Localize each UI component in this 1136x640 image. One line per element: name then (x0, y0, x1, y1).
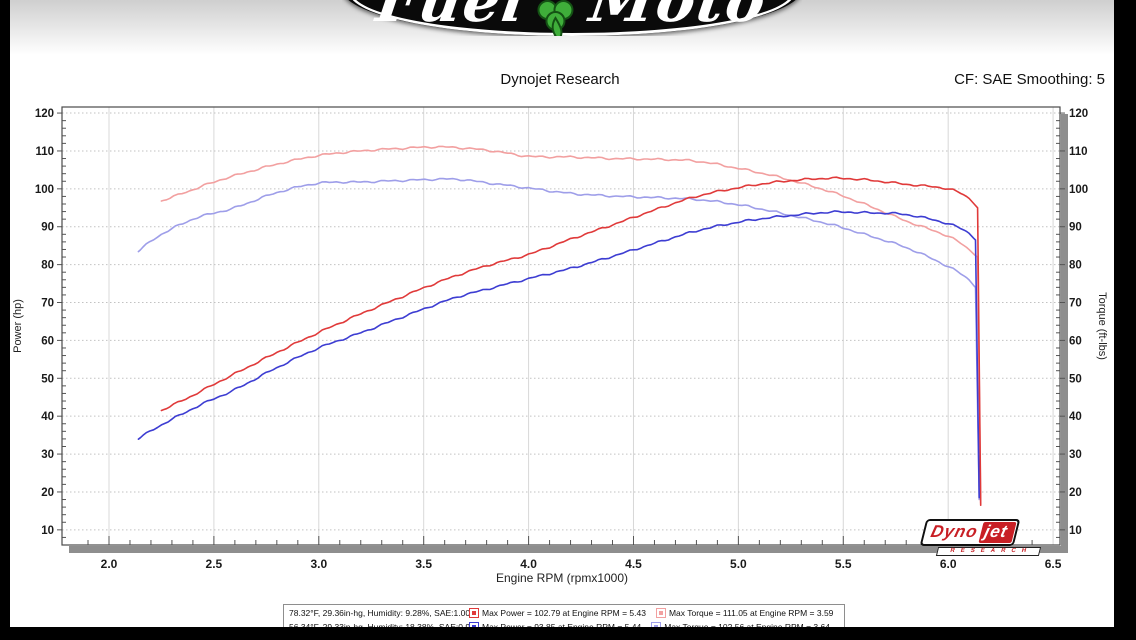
svg-text:60: 60 (1069, 335, 1082, 347)
plot-shadow-bottom (69, 546, 1068, 553)
dynojet-research-strip: RESEARCH (935, 547, 1042, 556)
svg-text:90: 90 (1069, 222, 1082, 234)
svg-text:3.5: 3.5 (415, 557, 432, 571)
run2-max-torque: Max Torque = 102.56 at Engine RPM = 3.64 (664, 622, 830, 627)
run2-conditions: 56.34°F, 29.33in-hg, Humidity: 18.38%, S… (289, 622, 475, 627)
svg-text:2.0: 2.0 (101, 557, 118, 571)
grid (62, 107, 1060, 545)
plot-shadow-right (1061, 114, 1068, 553)
svg-text:70: 70 (41, 298, 54, 310)
svg-text:10: 10 (41, 525, 54, 537)
curve-run1_torque (160, 145, 982, 505)
svg-text:100: 100 (35, 184, 54, 196)
svg-text:6.5: 6.5 (1045, 557, 1062, 571)
dynojet-wordmark: Dyno jet (919, 519, 1021, 546)
chart-title: Dynojet Research (500, 71, 620, 88)
svg-text:30: 30 (41, 449, 54, 461)
svg-text:70: 70 (1069, 298, 1082, 310)
run2-power-marker-icon (469, 622, 479, 627)
legend-row-run1: 78.32°F, 29.36in-hg, Humidity: 9.28%, SA… (289, 606, 839, 620)
svg-text:80: 80 (1069, 260, 1082, 272)
dynojet-word-jet: jet (977, 522, 1017, 543)
svg-text:3.0: 3.0 (310, 557, 327, 571)
svg-text:2.5: 2.5 (206, 557, 223, 571)
logo-text: Fuel Moto (342, 0, 802, 36)
run1-power-marker-icon (469, 608, 479, 618)
svg-text:10: 10 (1069, 525, 1082, 537)
correction-smoothing-info: CF: SAE Smoothing: 5 (954, 71, 1105, 88)
svg-text:120: 120 (35, 108, 54, 120)
tick-labels: 2.0 2.5 3.0 3.5 4.0 4.5 5.0 5.5 6.0 6.5 10 10 20 20 30… (35, 108, 1088, 571)
svg-text:60: 60 (41, 335, 54, 347)
dyno-report-canvas: Fuel Moto Dynojet Research CF: SAE Smoot… (10, 0, 1114, 627)
svg-text:110: 110 (35, 146, 54, 158)
run1-max-power: Max Power = 102.79 at Engine RPM = 5.43 (482, 608, 646, 618)
svg-text:20: 20 (41, 487, 54, 499)
svg-text:4.5: 4.5 (625, 557, 642, 571)
curve-run2_torque (137, 177, 981, 501)
dynojet-watermark: Dyno jet RESEARCH (919, 519, 1042, 556)
svg-text:90: 90 (41, 222, 54, 234)
run1-conditions: 78.32°F, 29.36in-hg, Humidity: 9.28%, SA… (289, 608, 471, 618)
svg-text:6.0: 6.0 (940, 557, 957, 571)
run1-torque-marker-icon (655, 608, 666, 618)
clover-icon (537, 0, 574, 36)
svg-text:80: 80 (41, 260, 54, 272)
dynojet-word-dyno: Dyno (928, 522, 981, 541)
fuel-moto-logo: Fuel Moto (342, 0, 802, 36)
curve-run2_power (137, 210, 981, 499)
x-axis-label: Engine RPM (rpmx1000) (495, 571, 629, 585)
svg-text:110: 110 (1069, 146, 1088, 158)
run2-torque-marker-icon (651, 622, 662, 627)
svg-text:4.0: 4.0 (520, 557, 537, 571)
svg-text:20: 20 (1069, 487, 1082, 499)
svg-text:40: 40 (1069, 411, 1082, 423)
svg-text:120: 120 (1069, 108, 1088, 120)
svg-text:5.0: 5.0 (730, 557, 747, 571)
legend-row-run2: 56.34°F, 29.33in-hg, Humidity: 18.38%, S… (289, 620, 839, 627)
axis-ticks (57, 112, 1065, 545)
run2-max-power: Max Power = 93.85 at Engine RPM = 5.44 (482, 622, 642, 627)
svg-text:30: 30 (1069, 449, 1082, 461)
svg-text:100: 100 (1069, 184, 1088, 196)
svg-text:5.5: 5.5 (835, 557, 852, 571)
dyno-chart: 2.0 2.5 3.0 3.5 4.0 4.5 5.0 5.5 6.0 6.5 10 10 20 20 30… (35, 106, 1088, 571)
svg-text:50: 50 (41, 373, 54, 385)
svg-text:40: 40 (41, 411, 54, 423)
run1-max-torque: Max Torque = 111.05 at Engine RPM = 3.59 (668, 608, 834, 618)
legend-box: 78.32°F, 29.36in-hg, Humidity: 9.28%, SA… (283, 604, 846, 627)
y-axis-label-power: Power (hp) (12, 299, 24, 353)
curve-run1_power (160, 176, 982, 507)
svg-text:50: 50 (1069, 373, 1082, 385)
y-axis-label-torque: Torque (ft-lbs) (1096, 292, 1108, 360)
